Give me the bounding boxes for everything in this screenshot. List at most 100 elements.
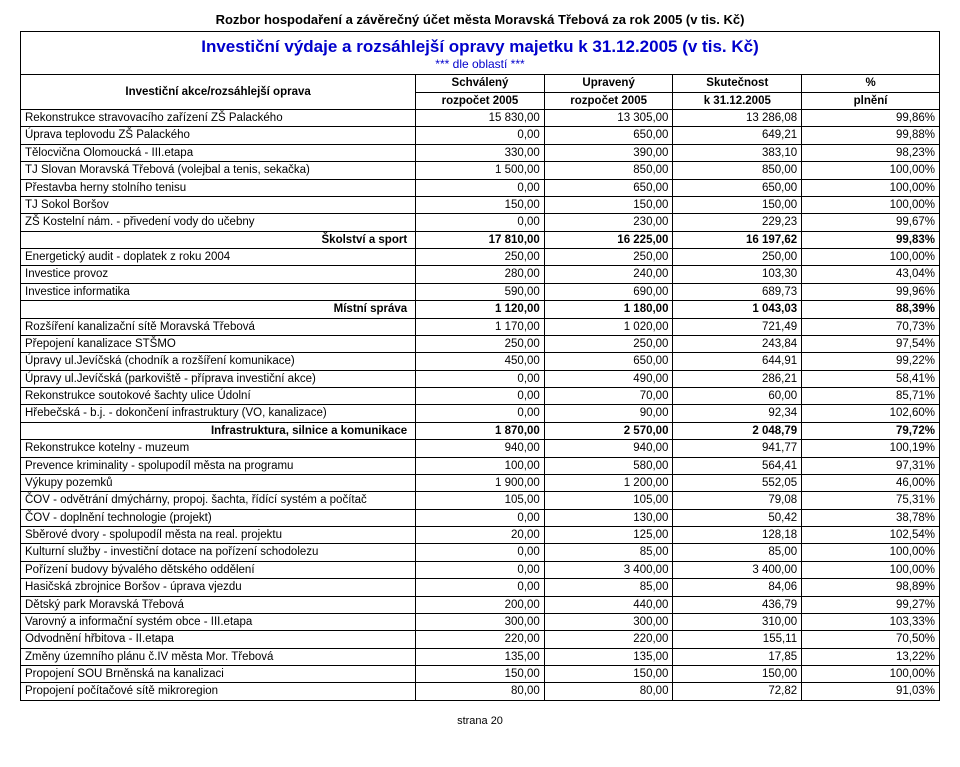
col-pct-top: % bbox=[802, 75, 940, 92]
row-value: 436,79 bbox=[673, 596, 802, 613]
row-value: 200,00 bbox=[416, 596, 545, 613]
row-value: 70,50% bbox=[802, 631, 940, 648]
title-cell: Investiční výdaje a rozsáhlejší opravy m… bbox=[21, 32, 940, 75]
row-value: 390,00 bbox=[544, 144, 673, 161]
col-adjusted-top: Upravený bbox=[544, 75, 673, 92]
col-action: Investiční akce/rozsáhlejší oprava bbox=[21, 75, 416, 110]
row-value: 250,00 bbox=[673, 249, 802, 266]
row-value: 1 200,00 bbox=[544, 474, 673, 491]
row-value: 850,00 bbox=[673, 162, 802, 179]
row-value: 941,77 bbox=[673, 440, 802, 457]
col-actual-top: Skutečnost bbox=[673, 75, 802, 92]
row-value: 99,88% bbox=[802, 127, 940, 144]
row-value: 150,00 bbox=[544, 196, 673, 213]
row-value: 84,06 bbox=[673, 579, 802, 596]
header-row-1: Investiční akce/rozsáhlejší oprava Schvá… bbox=[21, 75, 940, 92]
table-row: Přestavba herny stolního tenisu0,00650,0… bbox=[21, 179, 940, 196]
table-body: Rekonstrukce stravovacího zařízení ZŠ Pa… bbox=[21, 110, 940, 701]
table-row: Hřebečská - b.j. - dokončení infrastrukt… bbox=[21, 405, 940, 422]
row-value: 60,00 bbox=[673, 388, 802, 405]
row-value: 0,00 bbox=[416, 370, 545, 387]
row-value: 450,00 bbox=[416, 353, 545, 370]
row-value: 16 197,62 bbox=[673, 231, 802, 248]
row-value: 85,71% bbox=[802, 388, 940, 405]
row-value: 440,00 bbox=[544, 596, 673, 613]
row-value: 85,00 bbox=[673, 544, 802, 561]
row-value: 0,00 bbox=[416, 509, 545, 526]
row-value: 16 225,00 bbox=[544, 231, 673, 248]
row-value: 649,21 bbox=[673, 127, 802, 144]
row-value: 1 900,00 bbox=[416, 474, 545, 491]
row-value: 0,00 bbox=[416, 561, 545, 578]
row-label: Rekonstrukce kotelny - muzeum bbox=[21, 440, 416, 457]
row-value: 280,00 bbox=[416, 266, 545, 283]
row-value: 689,73 bbox=[673, 283, 802, 300]
table-row: Investice informatika590,00690,00689,739… bbox=[21, 283, 940, 300]
row-value: 220,00 bbox=[416, 631, 545, 648]
main-title: Investiční výdaje a rozsáhlejší opravy m… bbox=[21, 36, 939, 57]
row-value: 286,21 bbox=[673, 370, 802, 387]
row-value: 3 400,00 bbox=[544, 561, 673, 578]
row-value: 300,00 bbox=[544, 613, 673, 630]
row-value: 13,22% bbox=[802, 648, 940, 665]
table-row: Školství a sport17 810,0016 225,0016 197… bbox=[21, 231, 940, 248]
row-value: 150,00 bbox=[544, 666, 673, 683]
row-value: 72,82 bbox=[673, 683, 802, 700]
row-value: 100,00% bbox=[802, 162, 940, 179]
row-value: 240,00 bbox=[544, 266, 673, 283]
row-value: 940,00 bbox=[544, 440, 673, 457]
row-label: Prevence kriminality - spolupodíl města … bbox=[21, 457, 416, 474]
table-row: Rekonstrukce soutokové šachty ulice Údol… bbox=[21, 388, 940, 405]
row-value: 150,00 bbox=[416, 196, 545, 213]
row-value: 99,67% bbox=[802, 214, 940, 231]
table-row: Rozšíření kanalizační sítě Moravská Třeb… bbox=[21, 318, 940, 335]
row-value: 0,00 bbox=[416, 579, 545, 596]
row-value: 0,00 bbox=[416, 179, 545, 196]
row-value: 100,19% bbox=[802, 440, 940, 457]
row-value: 250,00 bbox=[544, 335, 673, 352]
row-label: Pořízení budovy bývalého dětského odděle… bbox=[21, 561, 416, 578]
row-label: ZŠ Kostelní nám. - přivedení vody do uče… bbox=[21, 214, 416, 231]
row-label: Propojení SOU Brněnská na kanalizaci bbox=[21, 666, 416, 683]
row-value: 88,39% bbox=[802, 301, 940, 318]
page-title: Rozbor hospodaření a závěrečný účet měst… bbox=[20, 12, 940, 27]
row-value: 650,00 bbox=[544, 353, 673, 370]
row-value: 70,00 bbox=[544, 388, 673, 405]
row-value: 85,00 bbox=[544, 544, 673, 561]
table-row: Pořízení budovy bývalého dětského odděle… bbox=[21, 561, 940, 578]
row-label: Propojení počítačové sítě mikroregion bbox=[21, 683, 416, 700]
row-value: 85,00 bbox=[544, 579, 673, 596]
table-row: Rekonstrukce kotelny - muzeum940,00940,0… bbox=[21, 440, 940, 457]
table-row: Infrastruktura, silnice a komunikace1 87… bbox=[21, 422, 940, 439]
row-value: 650,00 bbox=[544, 127, 673, 144]
row-value: 383,10 bbox=[673, 144, 802, 161]
row-value: 1 020,00 bbox=[544, 318, 673, 335]
row-value: 70,73% bbox=[802, 318, 940, 335]
table-row: ČOV - odvětrání dmýchárny, propoj. šacht… bbox=[21, 492, 940, 509]
table-row: Odvodnění hřbitova - II.etapa220,00220,0… bbox=[21, 631, 940, 648]
table-row: Hasičská zbrojnice Boršov - úprava vjezd… bbox=[21, 579, 940, 596]
row-value: 150,00 bbox=[416, 666, 545, 683]
row-label: Sběrové dvory - spolupodíl města na real… bbox=[21, 527, 416, 544]
table-row: Sběrové dvory - spolupodíl města na real… bbox=[21, 527, 940, 544]
row-value: 150,00 bbox=[673, 666, 802, 683]
row-value: 100,00 bbox=[416, 457, 545, 474]
table-row: ČOV - doplnění technologie (projekt)0,00… bbox=[21, 509, 940, 526]
row-value: 230,00 bbox=[544, 214, 673, 231]
table-row: Kulturní služby - investiční dotace na p… bbox=[21, 544, 940, 561]
row-value: 1 170,00 bbox=[416, 318, 545, 335]
col-actual-bot: k 31.12.2005 bbox=[673, 92, 802, 109]
row-label: Investice informatika bbox=[21, 283, 416, 300]
row-label: Investice provoz bbox=[21, 266, 416, 283]
row-value: 50,42 bbox=[673, 509, 802, 526]
row-label: TJ Sokol Boršov bbox=[21, 196, 416, 213]
row-value: 97,54% bbox=[802, 335, 940, 352]
row-value: 220,00 bbox=[544, 631, 673, 648]
row-value: 1 120,00 bbox=[416, 301, 545, 318]
row-value: 3 400,00 bbox=[673, 561, 802, 578]
row-value: 79,72% bbox=[802, 422, 940, 439]
row-label: Úpravy ul.Jevíčská (chodník a rozšíření … bbox=[21, 353, 416, 370]
row-value: 100,00% bbox=[802, 561, 940, 578]
row-value: 98,23% bbox=[802, 144, 940, 161]
row-value: 1 870,00 bbox=[416, 422, 545, 439]
